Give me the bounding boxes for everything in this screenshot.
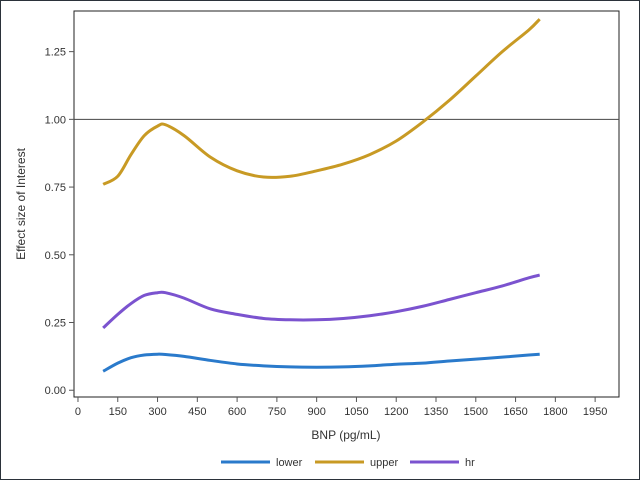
- y-axis-label: Effect size of Interest: [14, 147, 28, 259]
- legend: lower upper hr: [221, 457, 475, 469]
- legend-label-hr: hr: [465, 457, 475, 469]
- plot-frame: [73, 10, 620, 398]
- legend-label-upper: upper: [370, 457, 398, 469]
- x-tick-label: 1200: [384, 406, 408, 418]
- y-tick-label: 0.00: [45, 385, 66, 397]
- x-tick-label: 150: [109, 406, 127, 418]
- x-tick-label: 0: [75, 406, 81, 418]
- x-tick-label: 1500: [464, 406, 488, 418]
- x-tick-label: 1650: [503, 406, 527, 418]
- x-tick-label: 1800: [543, 406, 567, 418]
- y-axis: 0.00 0.25 0.50 0.75 1.00 1.25: [45, 47, 74, 397]
- x-tick-label: 450: [188, 406, 206, 418]
- series-line-hr: [102, 273, 541, 330]
- series-lines: [102, 18, 541, 373]
- y-tick-label: 0.50: [45, 250, 66, 262]
- y-tick-label: 1.25: [45, 47, 66, 59]
- series-line-lower: [102, 352, 540, 373]
- x-tick-label: 1950: [583, 406, 607, 418]
- x-tick-label: 1350: [424, 406, 448, 418]
- y-tick-label: 1.00: [45, 114, 66, 126]
- x-axis: 0 150 300 450 600 750 900 1050 1200 1350 1500 1650 1…: [75, 397, 607, 418]
- series-line-upper: [102, 18, 541, 186]
- y-tick-label: 0.25: [45, 318, 66, 330]
- x-tick-label: 750: [268, 406, 286, 418]
- x-tick-label: 300: [148, 406, 166, 418]
- y-tick-label: 0.75: [45, 182, 66, 194]
- x-tick-label: 900: [307, 406, 325, 418]
- x-axis-label: BNP (pg/mL): [311, 428, 380, 442]
- legend-label-lower: lower: [276, 457, 303, 469]
- x-tick-label: 600: [228, 406, 246, 418]
- x-tick-label: 1050: [344, 406, 368, 418]
